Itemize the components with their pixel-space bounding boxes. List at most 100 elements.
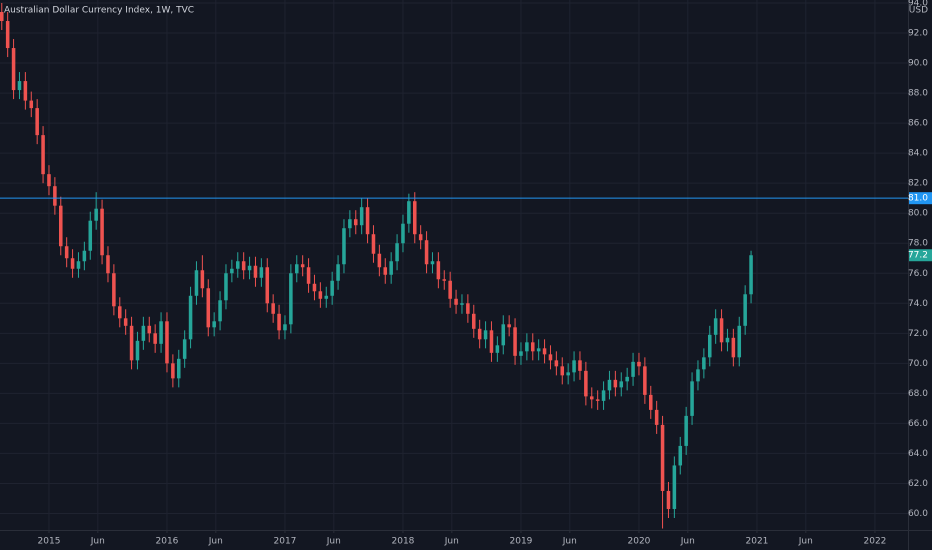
candle-body	[365, 207, 370, 235]
candle-body	[530, 342, 535, 352]
candle-body	[106, 255, 110, 274]
candle-body	[312, 283, 317, 292]
candle-body	[353, 219, 358, 226]
candle-body	[271, 303, 275, 314]
candle-body	[625, 376, 629, 382]
candle-body	[64, 246, 69, 259]
y-tick-label: 84.0	[908, 149, 928, 159]
candle-body	[70, 258, 75, 269]
candle-body	[289, 273, 293, 325]
candle-body	[631, 361, 635, 377]
candle-body	[100, 208, 104, 256]
candle-body	[684, 415, 688, 446]
level-label-box	[909, 192, 932, 205]
candle-body	[654, 409, 659, 425]
y-tick-label: 74.0	[908, 299, 928, 309]
candle-body	[371, 234, 376, 254]
candle-body	[348, 219, 352, 229]
x-tick-label: Jun	[326, 537, 341, 547]
candle-body	[76, 261, 81, 269]
y-tick-label: 92.0	[908, 29, 928, 39]
candle-body	[424, 240, 429, 265]
y-tick-label: 90.0	[908, 59, 928, 69]
candle-body	[165, 321, 169, 364]
candle-body	[342, 228, 346, 265]
candle-body	[218, 300, 222, 322]
candle-body	[330, 280, 334, 296]
candle-body	[206, 288, 211, 328]
y-tick-label: 82.0	[908, 179, 928, 189]
candle-body	[53, 186, 57, 206]
candle-body	[129, 325, 134, 361]
y-tick-label: 60.0	[908, 509, 928, 519]
candle-body	[601, 390, 606, 401]
candle-body	[94, 208, 98, 221]
candle-body	[584, 370, 588, 397]
candle-body	[235, 261, 240, 269]
candle-body	[548, 354, 553, 361]
candle-body	[737, 325, 742, 358]
candle-body	[29, 100, 34, 109]
candle-body	[112, 273, 116, 307]
candle-body	[153, 333, 157, 344]
candle-body	[442, 279, 447, 281]
candle-body	[725, 337, 730, 343]
axes: 60.0 62.0 64.0 66.0 68.0 70.0 72.0 74.0 76.0 78.0…	[38, 0, 932, 547]
grid	[0, 0, 908, 530]
x-tick-label: 2021	[746, 537, 769, 547]
x-tick-label: 2020	[628, 537, 651, 547]
candle-body	[501, 324, 506, 346]
candle-body	[460, 303, 464, 305]
candle-body	[395, 243, 399, 262]
candle-body	[719, 318, 724, 343]
x-tick-label: 2019	[510, 537, 533, 547]
candle-body	[300, 264, 305, 268]
y-tick-label: 86.0	[908, 119, 928, 129]
candle-body	[135, 340, 140, 361]
candle-body	[672, 465, 677, 509]
x-tick-label: Jun	[90, 537, 105, 547]
candle-body	[542, 348, 547, 355]
candle-body	[389, 261, 393, 275]
candle-body	[412, 201, 417, 235]
candle-body	[619, 381, 624, 388]
candle-body	[5, 21, 10, 49]
x-tick-label: 2015	[38, 537, 61, 547]
candle-body	[212, 321, 216, 328]
candle-body	[666, 490, 671, 509]
candle-body	[336, 264, 340, 281]
candle-body	[171, 363, 175, 379]
last-price-box	[909, 249, 932, 262]
candle-body	[82, 250, 87, 262]
candle-body	[182, 339, 187, 359]
candle-body	[294, 264, 299, 274]
candle-body	[690, 381, 694, 416]
candle-body	[35, 108, 39, 136]
candle-body	[560, 366, 565, 376]
candle-body	[418, 234, 423, 241]
candle-body	[749, 255, 753, 295]
y-tick-label: 64.0	[908, 449, 928, 459]
candle-body	[525, 342, 529, 352]
level-label: 81.0	[908, 194, 928, 204]
candle-body	[578, 360, 582, 371]
candle-body	[513, 327, 517, 356]
candle-body	[589, 396, 594, 400]
candle-body	[88, 220, 93, 251]
last-price-label: 77.2	[908, 251, 928, 261]
candle-body	[247, 265, 252, 271]
candle-body	[648, 394, 653, 410]
candle-body	[0, 12, 4, 22]
x-tick-label: 2016	[156, 537, 179, 547]
candle-body	[117, 306, 122, 319]
candle-body	[483, 330, 488, 340]
candle-body	[436, 261, 441, 280]
candle-body	[572, 360, 576, 373]
x-tick-label: Jun	[798, 537, 813, 547]
x-tick-label: 2022	[864, 537, 887, 547]
candle-body	[678, 445, 683, 466]
candles	[0, 3, 908, 529]
candle-body	[536, 348, 541, 352]
y-tick-label: 94.0	[908, 0, 928, 9]
